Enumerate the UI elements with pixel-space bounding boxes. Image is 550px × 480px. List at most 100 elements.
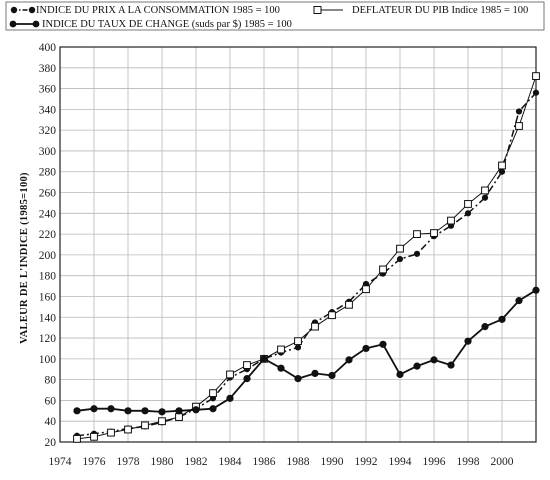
data-point-gdp-deflator: [515, 122, 523, 130]
y-tick-label: 160: [39, 291, 57, 303]
x-tick-label: 1990: [321, 456, 344, 468]
plot-frame: [59, 46, 537, 443]
data-point-exchange-rate: [158, 408, 166, 416]
data-point-exchange-rate: [498, 315, 506, 323]
legend-deflator-label: DEFLATEUR DU PIB Indice 1985 = 100: [352, 5, 528, 16]
data-point-cpi: [532, 89, 540, 96]
legend-exchange-marker: [32, 20, 40, 28]
y-tick-label: 400: [39, 42, 57, 54]
data-point-exchange-rate: [345, 356, 353, 364]
y-tick-label: 100: [39, 354, 57, 366]
y-tick-label: 140: [39, 312, 57, 324]
y-tick-label: 280: [39, 167, 57, 179]
legend-item-exchange-rate: INDICE DU TAUX DE CHANGE (suds par $) 19…: [9, 19, 292, 30]
data-point-exchange-rate: [481, 323, 489, 331]
data-point-exchange-rate: [277, 364, 285, 372]
y-tick-label: 320: [39, 125, 57, 137]
data-point-gdp-deflator: [277, 345, 285, 354]
data-point-cpi: [481, 194, 489, 201]
y-tick-label: 300: [39, 146, 57, 158]
x-tick-label: 1984: [219, 456, 242, 468]
data-point-gdp-deflator: [379, 265, 387, 274]
data-point-exchange-rate: [141, 407, 149, 415]
x-tick-label: 2000: [491, 456, 514, 468]
series-line-exchange-rate: [76, 289, 537, 413]
data-point-exchange-rate: [226, 394, 234, 402]
x-tick-label: 1998: [457, 456, 480, 468]
y-tick-label: 200: [39, 250, 57, 262]
data-point-gdp-deflator: [124, 425, 132, 434]
y-tick-label: 120: [39, 333, 57, 345]
data-point-exchange-rate: [532, 286, 540, 294]
data-point-exchange-rate: [124, 407, 132, 415]
data-point-exchange-rate: [175, 407, 183, 415]
data-point-gdp-deflator: [532, 72, 540, 81]
data-point-exchange-rate: [515, 297, 523, 305]
data-point-exchange-rate: [396, 370, 404, 379]
data-point-gdp-deflator: [413, 230, 421, 239]
y-axis-label: VALEUR DE L'INDICE (1985=100): [19, 172, 30, 344]
y-tick-label: 80: [45, 375, 57, 387]
legend-item-cpi: INDICE DU PRIX A LA CONSOMMATION 1985 = …: [10, 5, 280, 16]
series-line-cpi: [76, 92, 537, 437]
legend-box: [5, 1, 545, 31]
data-point-exchange-rate: [209, 405, 217, 413]
data-point-exchange-rate: [73, 407, 81, 415]
data-point-exchange-rate: [192, 406, 200, 414]
y-tick-label: 380: [39, 63, 57, 75]
data-point-gdp-deflator: [107, 428, 115, 437]
data-point-gdp-deflator: [175, 413, 183, 421]
data-point-cpi: [413, 250, 421, 257]
y-tick-label: 40: [45, 416, 57, 428]
legend-deflator-marker: [313, 6, 322, 14]
series-layer: [73, 72, 540, 443]
x-tick-label: 1992: [355, 456, 378, 468]
data-point-gdp-deflator: [90, 432, 98, 441]
x-tick-label: 1994: [389, 456, 412, 468]
x-axis-ticks: 1974 1976 1978 1980 1982 1984 1986 1988 1990 1992…: [49, 456, 514, 468]
data-point-cpi: [396, 255, 404, 263]
x-tick-label: 1996: [423, 456, 446, 468]
legend-exchange-label: INDICE DU TAUX DE CHANGE (suds par $) 19…: [42, 19, 292, 30]
legend-exchange-marker: [9, 20, 17, 28]
data-point-gdp-deflator: [243, 361, 251, 369]
data-point-gdp-deflator: [464, 200, 472, 208]
data-point-gdp-deflator: [328, 311, 336, 320]
data-point-exchange-rate: [464, 337, 472, 345]
y-tick-label: 60: [45, 395, 57, 407]
data-point-exchange-rate: [430, 356, 438, 364]
legend-cpi-marker: [28, 6, 36, 14]
data-point-gdp-deflator: [396, 244, 404, 253]
data-point-exchange-rate: [107, 405, 115, 413]
data-point-gdp-deflator: [498, 161, 506, 170]
y-tick-label: 180: [39, 271, 57, 283]
x-tick-label: 1974: [49, 456, 72, 468]
legend-cpi-label: INDICE DU PRIX A LA CONSOMMATION 1985 = …: [36, 5, 280, 16]
data-point-cpi: [464, 210, 472, 217]
data-point-gdp-deflator: [481, 186, 489, 195]
y-tick-label: 220: [39, 229, 57, 241]
data-point-gdp-deflator: [209, 389, 217, 398]
data-point-exchange-rate: [90, 405, 98, 413]
x-tick-label: 1986: [253, 456, 276, 468]
x-tick-label: 1978: [117, 456, 140, 468]
data-point-gdp-deflator: [430, 229, 438, 237]
series-line-gdp-deflator: [76, 75, 537, 440]
data-point-exchange-rate: [294, 374, 302, 383]
y-tick-label: 360: [39, 84, 57, 96]
y-axis-ticks: 20 40 60 80 100 120 140 160 180 200 220 240 260 280 30…: [39, 42, 57, 449]
x-tick-label: 1988: [287, 456, 310, 468]
data-point-exchange-rate: [243, 374, 251, 383]
y-tick-label: 240: [39, 208, 57, 220]
data-point-gdp-deflator: [73, 434, 81, 443]
data-point-gdp-deflator: [141, 421, 149, 430]
data-point-cpi: [294, 344, 302, 351]
data-point-exchange-rate: [447, 361, 455, 369]
data-point-exchange-rate: [413, 362, 421, 370]
data-point-exchange-rate: [362, 344, 370, 353]
data-point-exchange-rate: [260, 355, 268, 363]
data-point-gdp-deflator: [362, 285, 370, 294]
data-point-exchange-rate: [379, 340, 387, 348]
